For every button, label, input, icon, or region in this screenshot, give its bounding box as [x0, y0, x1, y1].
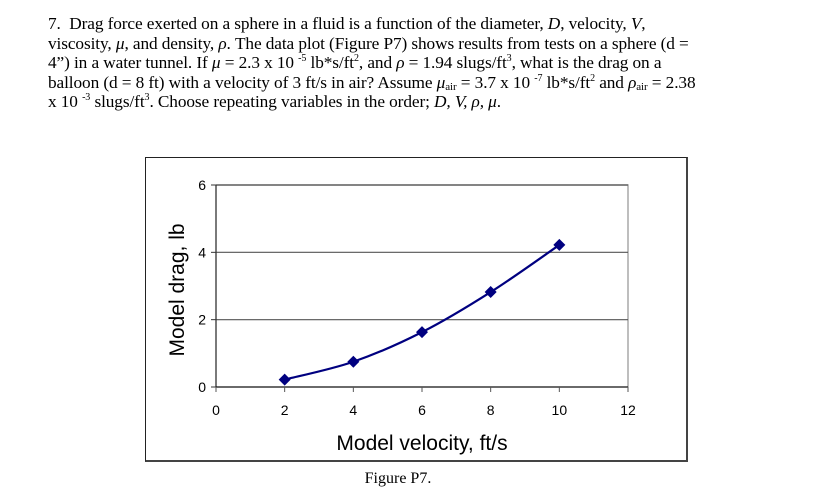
- diamond-marker: [484, 286, 497, 299]
- x-tick-label: 12: [620, 402, 636, 418]
- problem-statement: 7. Drag force exerted on a sphere in a f…: [48, 14, 818, 112]
- x-tick-label: 2: [281, 402, 289, 418]
- x-tick-label: 0: [212, 402, 220, 418]
- plot-area: [216, 184, 629, 387]
- x-tick-label: 4: [349, 402, 357, 418]
- axes: [215, 185, 628, 388]
- diamond-marker: [347, 355, 360, 368]
- y-tick-label: 6: [198, 177, 206, 193]
- problem-number: 7.: [48, 14, 61, 33]
- x-tick-label: 8: [487, 402, 495, 418]
- y-tick-label: 0: [198, 379, 206, 395]
- x-tick-label: 6: [418, 402, 426, 418]
- problem-line-1: 7. Drag force exerted on a sphere in a f…: [48, 14, 646, 33]
- figure-caption: Figure P7.: [364, 470, 432, 487]
- chart-frame: [145, 157, 688, 462]
- repeating-variables: D, V, ρ, μ: [434, 92, 497, 112]
- y-axis-ticks: 0 2 4 6: [198, 177, 216, 395]
- y-tick-label: 2: [198, 312, 206, 328]
- problem-line-5: x 10 -3 slugs/ft3. Choose repeating vari…: [48, 92, 501, 112]
- x-tick-label: 10: [552, 402, 568, 418]
- y-tick-label: 4: [198, 244, 206, 260]
- problem-line-3: 4”) in a water tunnel. If μ = 2.3 x 10 -…: [48, 53, 662, 73]
- gridlines: [216, 184, 628, 321]
- x-axis-label: Model velocity, ft/s: [336, 432, 507, 455]
- diamond-marker: [416, 326, 428, 339]
- diamond-marker: [278, 373, 291, 386]
- plot-area-border: [216, 184, 629, 387]
- diamond-marker: [553, 238, 566, 251]
- x-axis-ticks: 0 2 4 6 8 10 12: [212, 387, 636, 418]
- y-axis-label: Model drag, lb: [166, 223, 189, 356]
- data-series: [278, 238, 566, 386]
- series-line: [284, 244, 560, 381]
- problem-line-2: viscosity, μ, and density, ρ. The data p…: [48, 33, 689, 53]
- problem-line-4: balloon (d = 8 ft) with a velocity of 3 …: [48, 72, 696, 93]
